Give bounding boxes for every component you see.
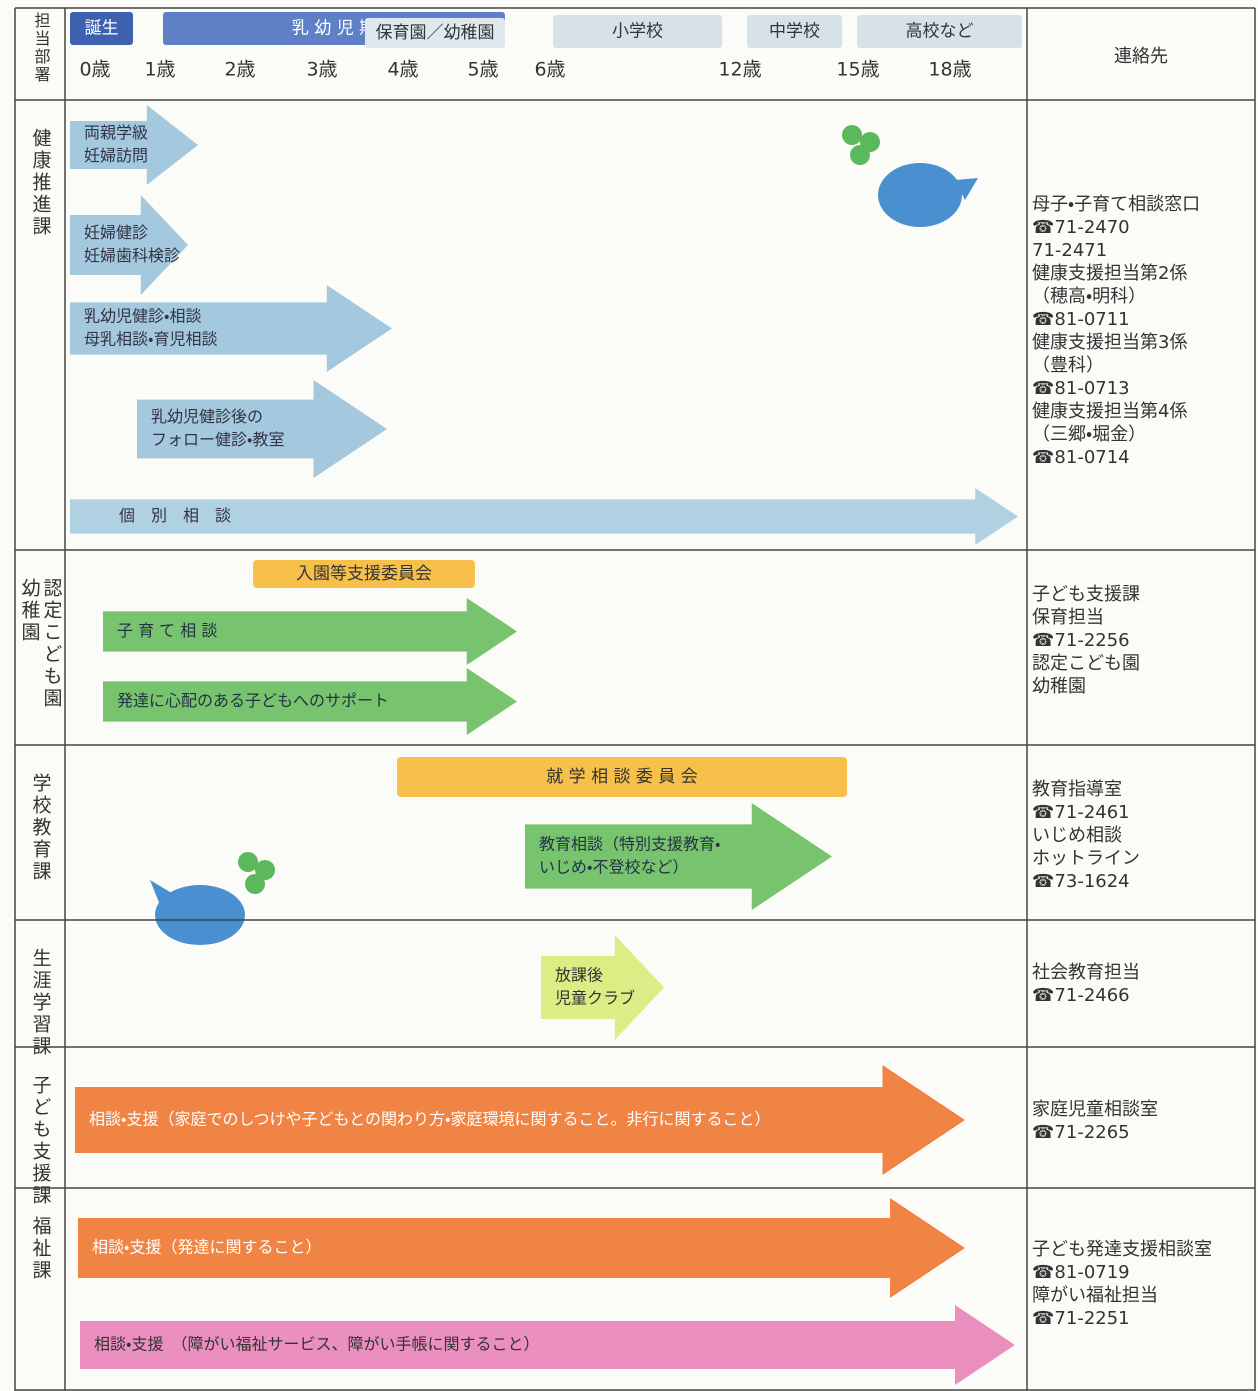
contact-line: 母子・子育て相談窓口 <box>1032 194 1200 215</box>
contact-line: 障がい福祉担当 <box>1032 1285 1158 1306</box>
age-label: 18歳 <box>928 59 971 81</box>
contact-line: ☎81-0713 <box>1032 378 1130 399</box>
contact-line: 認定こども園 <box>1032 653 1140 674</box>
age-label: 15歳 <box>836 59 879 81</box>
arrow-label: 妊婦歯科検診 <box>84 246 180 265</box>
stage-box <box>747 15 842 48</box>
stage-box <box>857 15 1022 48</box>
age-label: 4歳 <box>387 59 418 81</box>
arrow <box>103 598 517 665</box>
stage-label: 保育園／幼稚園 <box>376 23 495 43</box>
department-header: 担当部署 <box>32 12 51 84</box>
arrow <box>137 380 387 478</box>
contact-line: いじめ相談 <box>1032 825 1122 846</box>
age-label: 6歳 <box>534 59 565 81</box>
contact-line: 幼稚園 <box>1032 676 1086 697</box>
arrow-label: 乳幼児健診後の <box>151 407 263 426</box>
arrow <box>78 1198 965 1298</box>
arrow-label: いじめ・不登校など） <box>539 858 688 877</box>
age-label: 12歳 <box>718 59 761 81</box>
contact-line: 健康支援担当第2係 <box>1032 263 1187 284</box>
stage-label: 小学校 <box>612 22 663 42</box>
contact-line: ☎71-2256 <box>1032 630 1130 651</box>
contact-line: 社会教育担当 <box>1032 962 1140 983</box>
department-name: 幼稚園 <box>19 578 41 644</box>
arrow <box>70 195 188 295</box>
banner <box>253 560 475 588</box>
stage-label: 高校など <box>906 22 974 42</box>
contact-line: ☎71-2251 <box>1032 1308 1130 1329</box>
arrow <box>75 1065 965 1175</box>
department-name: 生涯学習課 <box>30 948 52 1058</box>
arrow-label: 放課後 <box>555 966 603 985</box>
banner-label: 就 学 相 談 委 員 会 <box>546 767 697 787</box>
arrow-label: 児童クラブ <box>555 989 635 1008</box>
contact-line: （穂高・明科） <box>1032 286 1146 307</box>
age-label: 0歳 <box>79 59 110 81</box>
contact-line: 健康支援担当第3係 <box>1032 332 1187 353</box>
age-label: 5歳 <box>467 59 498 81</box>
banner-label: 入園等支援委員会 <box>296 564 432 584</box>
contact-line: 教育指導室 <box>1032 779 1122 800</box>
contact-line: ☎71-2265 <box>1032 1122 1130 1143</box>
arrow <box>525 803 832 910</box>
arrow-label: 乳幼児健診・相談 <box>84 307 201 326</box>
arrow <box>541 935 664 1040</box>
arrow-label: 相談・支援（発達に関すること） <box>92 1238 321 1257</box>
department-name: 子ども支援課 <box>30 1075 52 1207</box>
stage-label: 中学校 <box>769 22 820 42</box>
arrow-label: 教育相談（特別支援教育・ <box>539 835 720 854</box>
contact-line: ホットライン <box>1032 848 1140 869</box>
age-label: 3歳 <box>306 59 337 81</box>
arrow-label: 両親学級 <box>84 123 148 142</box>
age-label: 2歳 <box>224 59 255 81</box>
arrow <box>70 285 392 372</box>
arrow-label: 発達に心配のある子どもへのサポート <box>117 691 389 710</box>
arrow-label: 相談・支援 （障がい福祉サービス、障がい手帳に関すること） <box>94 1335 539 1354</box>
age-label: 1歳 <box>144 59 175 81</box>
department-name: 認定こども園 <box>41 578 63 710</box>
arrow-label: 妊婦健診 <box>84 223 148 242</box>
arrow-label: 子 育 て 相 談 <box>117 621 217 640</box>
contact-line: ☎71-2461 <box>1032 802 1130 823</box>
contact-line: 子ども支援課 <box>1032 584 1140 605</box>
arrow <box>70 488 1018 545</box>
stage-box <box>365 18 505 48</box>
contact-line: ☎81-0714 <box>1032 447 1130 468</box>
contact-line: 子ども発達支援相談室 <box>1032 1239 1212 1260</box>
contact-line: 家庭児童相談室 <box>1032 1099 1158 1120</box>
arrow-label: 個 別 相 談 <box>119 506 231 525</box>
stage-box <box>70 12 133 45</box>
banner <box>397 757 847 797</box>
contact-line: ☎71-2466 <box>1032 985 1130 1006</box>
stage-label: 誕生 <box>85 19 119 39</box>
contact-line: ☎71-2470 <box>1032 217 1130 238</box>
bird-top <box>842 125 978 227</box>
stage-box <box>553 15 722 48</box>
bird-bottom <box>150 852 275 945</box>
arrow-label: 母乳相談・育児相談 <box>84 330 217 349</box>
contact-line: 保育担当 <box>1032 607 1104 628</box>
stage-label: 乳 幼 児 期 <box>292 19 376 39</box>
arrow <box>80 1305 1015 1385</box>
contact-line: ☎81-0711 <box>1032 309 1130 330</box>
arrow <box>70 105 198 185</box>
arrow <box>103 668 517 735</box>
department-name: 福祉課 <box>30 1216 52 1282</box>
department-name: 健康推進課 <box>30 128 52 238</box>
department-name: 学校教育課 <box>30 773 52 883</box>
contact-line: （三郷・堀金） <box>1032 424 1146 445</box>
contact-line: 健康支援担当第4係 <box>1032 401 1187 422</box>
contact-line: ☎73-1624 <box>1032 871 1130 892</box>
arrow-label: 妊婦訪問 <box>84 146 148 165</box>
contact-line: 71-2471 <box>1032 240 1107 261</box>
arrow-label: 相談・支援（家庭でのしつけや子どもとの関わり方・家庭環境に関すること。非行に関す… <box>89 1110 770 1129</box>
contact-header: 連絡先 <box>1114 46 1168 67</box>
contact-line: （豊科） <box>1032 355 1104 376</box>
contact-line: ☎81-0719 <box>1032 1262 1130 1283</box>
arrow-label: フォロー健診・教室 <box>151 430 284 449</box>
